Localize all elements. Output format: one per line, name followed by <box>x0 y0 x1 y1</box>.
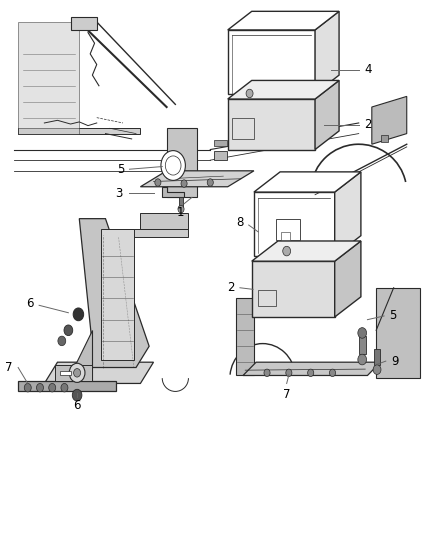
Polygon shape <box>162 187 184 197</box>
Polygon shape <box>335 172 361 256</box>
Polygon shape <box>252 241 361 261</box>
Text: 4: 4 <box>364 63 371 76</box>
Circle shape <box>74 368 81 377</box>
Polygon shape <box>335 241 361 317</box>
Polygon shape <box>110 229 188 237</box>
Text: 7: 7 <box>283 387 290 401</box>
Text: 3: 3 <box>116 187 123 200</box>
Bar <box>381 135 389 142</box>
Bar <box>281 232 290 240</box>
Circle shape <box>358 328 367 338</box>
Polygon shape <box>18 128 141 134</box>
Polygon shape <box>44 362 153 383</box>
Circle shape <box>264 369 270 376</box>
Circle shape <box>207 179 213 186</box>
Text: 2: 2 <box>364 118 371 131</box>
Polygon shape <box>372 96 407 144</box>
Polygon shape <box>166 128 197 197</box>
Polygon shape <box>252 261 335 317</box>
Polygon shape <box>254 172 361 192</box>
Polygon shape <box>66 330 92 383</box>
Text: 7: 7 <box>5 361 13 374</box>
Text: 2: 2 <box>227 281 235 294</box>
Circle shape <box>64 325 73 336</box>
Bar <box>60 371 71 375</box>
Polygon shape <box>18 22 79 134</box>
Circle shape <box>73 308 84 321</box>
Polygon shape <box>141 171 254 187</box>
Polygon shape <box>228 99 315 150</box>
Circle shape <box>358 354 367 365</box>
Circle shape <box>283 246 290 256</box>
Polygon shape <box>376 288 420 378</box>
Bar <box>258 290 276 306</box>
Text: 8: 8 <box>236 216 244 229</box>
Polygon shape <box>141 213 188 229</box>
Bar <box>214 140 227 147</box>
Bar <box>276 219 300 240</box>
Text: 1: 1 <box>177 206 184 220</box>
Text: 9: 9 <box>391 354 399 368</box>
Bar <box>214 151 227 160</box>
Circle shape <box>58 336 66 346</box>
Polygon shape <box>237 298 254 375</box>
Text: 6: 6 <box>26 297 33 310</box>
Circle shape <box>36 383 43 392</box>
Polygon shape <box>79 219 149 368</box>
Text: 6: 6 <box>73 399 81 413</box>
Text: 5: 5 <box>117 163 124 176</box>
Polygon shape <box>315 11 339 94</box>
Circle shape <box>72 389 82 401</box>
Circle shape <box>155 179 161 186</box>
Polygon shape <box>18 381 117 391</box>
Polygon shape <box>315 80 339 150</box>
Polygon shape <box>228 80 339 99</box>
Polygon shape <box>228 11 339 30</box>
Circle shape <box>161 151 185 180</box>
Circle shape <box>181 180 187 187</box>
Circle shape <box>307 369 314 376</box>
Circle shape <box>178 205 184 213</box>
Circle shape <box>373 365 381 374</box>
Bar <box>374 349 380 365</box>
Polygon shape <box>243 362 381 375</box>
Bar <box>71 17 97 30</box>
Circle shape <box>61 383 68 392</box>
Bar <box>232 118 254 139</box>
Bar <box>359 336 366 354</box>
Circle shape <box>246 89 253 98</box>
Text: 5: 5 <box>389 310 397 322</box>
Bar <box>179 197 183 208</box>
Circle shape <box>49 383 56 392</box>
Circle shape <box>69 364 85 382</box>
Circle shape <box>329 369 336 376</box>
Polygon shape <box>55 365 92 381</box>
Polygon shape <box>101 229 134 360</box>
Circle shape <box>286 369 292 376</box>
Circle shape <box>24 383 31 392</box>
